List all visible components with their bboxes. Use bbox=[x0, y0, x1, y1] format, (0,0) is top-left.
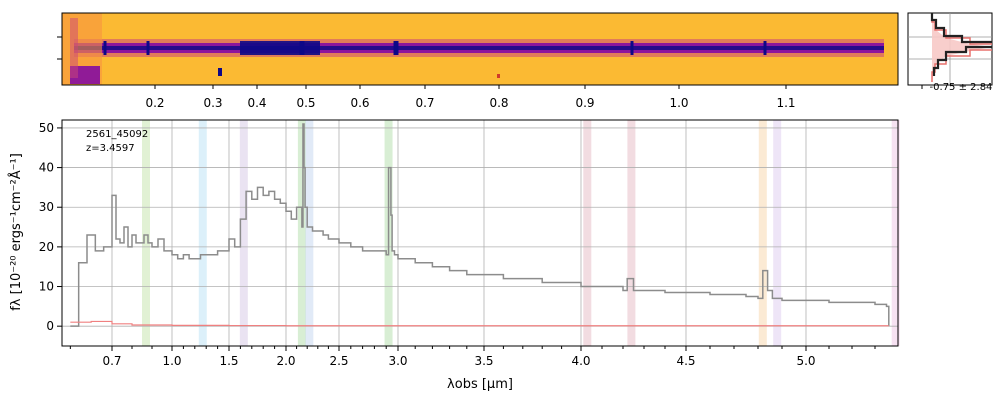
trace-emission-knot bbox=[393, 41, 399, 55]
x-tick-label: 4.5 bbox=[676, 354, 695, 368]
trace-bright-region bbox=[240, 41, 320, 55]
spectrum-2d-trace bbox=[62, 13, 884, 85]
emission-line-band bbox=[891, 120, 900, 346]
y-axis-label: fλ [10⁻²⁰ ergs⁻¹cm⁻²Å⁻¹] bbox=[8, 153, 24, 311]
x-tick-label: 1.5 bbox=[219, 354, 238, 368]
x-tick-label: 1.0 bbox=[162, 354, 181, 368]
x-axis-label: λobs [μm] bbox=[447, 377, 513, 392]
spectrum-2d-tick-label: 0.7 bbox=[415, 96, 434, 110]
profile-label: -0.75 ± 2.84 bbox=[930, 82, 993, 93]
spectrum-2d-panel: 0.2 0.3 0.4 0.5 0.6 0.7 0.8 0.9 1.0 1.1 bbox=[57, 12, 899, 110]
trace-emission-knot bbox=[763, 41, 767, 55]
spectrum-2d-tick-label: 0.2 bbox=[145, 96, 164, 110]
y-tick-label: 0 bbox=[46, 319, 54, 333]
spectrum-2d-ticks: 0.2 0.3 0.4 0.5 0.6 0.7 0.8 0.9 1.0 1.1 bbox=[57, 36, 796, 110]
y-tick-label: 10 bbox=[39, 280, 54, 294]
redshift-annotation: z=3.4597 bbox=[86, 143, 135, 154]
profile-curves bbox=[930, 13, 992, 82]
spectrum-2d-tick-label: 0.8 bbox=[489, 96, 508, 110]
trace-center bbox=[74, 46, 884, 50]
spectrum-1d-frame bbox=[61, 119, 899, 347]
emission-line-band bbox=[305, 120, 314, 346]
profile-panel: -0.75 ± 2.84 bbox=[907, 12, 993, 93]
emission-line-bands bbox=[142, 120, 900, 346]
model-line bbox=[70, 320, 889, 327]
emission-line-band bbox=[239, 120, 248, 346]
profile-model-fill bbox=[932, 15, 992, 82]
spectrum-2d-tick-label: 0.4 bbox=[247, 96, 266, 110]
spectrum-line bbox=[70, 123, 890, 327]
emission-line-band bbox=[627, 120, 636, 346]
emission-line-band bbox=[758, 120, 767, 346]
trace-emission-knot bbox=[103, 41, 107, 55]
edge-noise-column bbox=[70, 18, 78, 78]
emission-line-band bbox=[198, 120, 207, 346]
spectrum-2d-tick-label: 0.3 bbox=[203, 96, 222, 110]
spectrum-2d-tick-label: 1.0 bbox=[669, 96, 688, 110]
trace-emission-knot bbox=[299, 41, 305, 55]
x-tick-label: 5.0 bbox=[796, 354, 815, 368]
spectrum-2d-tick-label: 1.1 bbox=[776, 96, 795, 110]
spectrum-2d-frame bbox=[61, 12, 899, 86]
x-tick-label: 4.0 bbox=[571, 354, 590, 368]
grid-lines bbox=[62, 120, 898, 346]
spectrum-series bbox=[70, 123, 890, 327]
spectrum-2d-tick-label: 0.5 bbox=[296, 96, 315, 110]
x-tick-label: 3.5 bbox=[474, 354, 493, 368]
x-tick-label: 0.7 bbox=[102, 354, 121, 368]
bad-pixel bbox=[218, 68, 222, 76]
trace-emission-knot bbox=[146, 41, 150, 55]
x-tick-label: 2.0 bbox=[276, 354, 295, 368]
y-tick-label: 20 bbox=[39, 240, 54, 254]
bad-pixel bbox=[497, 74, 500, 78]
emission-line-band bbox=[297, 120, 306, 346]
emission-line-band bbox=[583, 120, 592, 346]
y-tick-label: 40 bbox=[39, 161, 54, 175]
x-tick-label: 2.5 bbox=[329, 354, 348, 368]
emission-line-band bbox=[773, 120, 782, 346]
emission-line-band bbox=[142, 120, 150, 346]
x-axis-ticks: 0.7 1.0 1.5 2.0 2.5 3.0 3.5 4.0 4.5 5.0 bbox=[69, 346, 876, 368]
profile-data-line bbox=[930, 13, 992, 76]
trace-emission-knot bbox=[630, 41, 634, 55]
spectrum-1d-panel: 0.7 1.0 1.5 2.0 2.5 3.0 3.5 4.0 4.5 5.0 0 10 20 30 40… bbox=[8, 119, 900, 392]
y-axis-ticks: 0 10 20 30 40 50 bbox=[39, 121, 62, 333]
spectrum-2d-tick-label: 0.6 bbox=[350, 96, 369, 110]
spectrum-2d-tick-label: 0.9 bbox=[575, 96, 594, 110]
x-tick-label: 3.0 bbox=[388, 354, 407, 368]
y-tick-label: 30 bbox=[39, 200, 54, 214]
object-id-annotation: 2561_45092 bbox=[86, 129, 148, 140]
y-tick-label: 50 bbox=[39, 121, 54, 135]
